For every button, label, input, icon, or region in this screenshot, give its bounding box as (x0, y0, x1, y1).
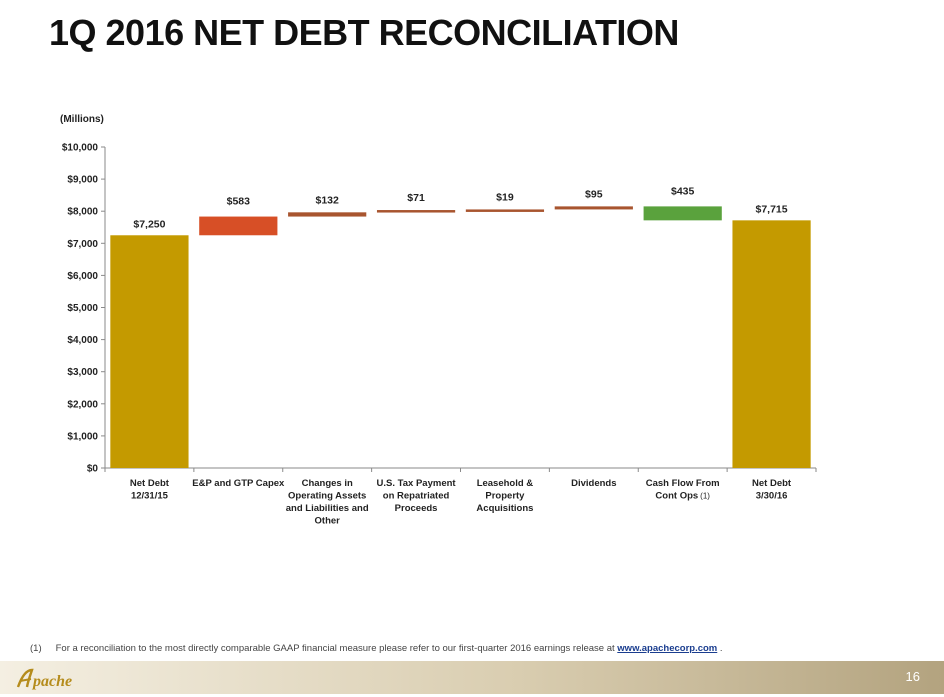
footnote-tail: . (719, 643, 723, 654)
footnote-ref: (1) (700, 492, 710, 501)
x-tick-label: and Liabilities and (286, 503, 369, 514)
y-tick-label: $0 (87, 464, 99, 475)
x-tick-label: 3/30/16 (756, 491, 788, 502)
x-tick-label: Net Debt (130, 478, 170, 489)
bars-group (110, 206, 811, 468)
x-tick-label: Proceeds (395, 503, 438, 514)
bar (288, 212, 367, 217)
x-tick-label: on Repatriated (383, 491, 450, 502)
x-tick-label: 12/31/15 (131, 491, 169, 502)
footnote-text: For a reconciliation to the most directl… (55, 643, 615, 654)
y-tick-label: $10,000 (62, 143, 99, 154)
unit-label: (Millions) (60, 114, 104, 125)
x-tick-label: Cash Flow From (646, 478, 720, 489)
y-tick-label: $6,000 (67, 271, 98, 282)
waterfall-chart: (Millions) $0 $1,000 $2,000 $3,000 $4,000 $5,… (60, 114, 817, 527)
bar (643, 206, 722, 221)
data-label: $583 (227, 196, 251, 208)
apachecorp-link[interactable]: www.apachecorp.com (617, 643, 718, 654)
footnote: (1) For a reconciliation to the most dire… (30, 643, 723, 654)
footnote-marker: (1) (30, 643, 42, 654)
bar (376, 210, 456, 213)
x-tick-label: E&P and GTP Capex (192, 478, 285, 489)
axes: $0 $1,000 $2,000 $3,000 $4,000 $5,000 $6,000 $7… (62, 143, 817, 475)
x-tick-label: Cont Ops (1) (655, 491, 710, 502)
x-tick-label: Acquisitions (476, 503, 533, 514)
bar (465, 209, 545, 212)
x-tick-label: Dividends (571, 478, 616, 489)
y-tick-label: $8,000 (67, 207, 98, 218)
x-tick-label: Leasehold & (477, 478, 534, 489)
x-tick-label: Net Debt (752, 478, 792, 489)
footer-bar: pache 16 (0, 661, 944, 694)
data-label: $7,715 (756, 203, 788, 215)
data-label: $71 (407, 192, 425, 204)
data-label: $132 (316, 194, 340, 206)
page-number: 16 (905, 669, 920, 684)
y-tick-label: $2,000 (67, 399, 98, 410)
y-tick-label: $7,000 (67, 239, 98, 250)
bar (554, 206, 633, 210)
y-tick-label: $1,000 (67, 431, 98, 442)
data-label: $435 (671, 185, 695, 197)
data-label: $7,250 (133, 218, 165, 230)
x-tick-label: Property (485, 491, 525, 502)
x-tick-label: U.S. Tax Payment (377, 478, 457, 489)
y-tick-label: $4,000 (67, 335, 98, 346)
x-tick-label: Changes in (302, 478, 353, 489)
bar (199, 216, 278, 236)
labels-group: $7,250 Net Debt 12/31/15 $583 E&P and GTP Ca… (130, 185, 792, 526)
y-tick-label: $9,000 (67, 175, 98, 186)
x-tick-label: Operating Assets (288, 491, 366, 502)
data-label: $95 (585, 188, 603, 200)
data-label: $19 (496, 191, 514, 203)
svg-text:pache: pache (31, 673, 72, 690)
y-tick-label: $3,000 (67, 367, 98, 378)
bar (732, 220, 811, 468)
apache-logo: pache (14, 667, 84, 697)
bar (110, 235, 189, 468)
slide-title: 1Q 2016 NET DEBT RECONCILIATION (49, 12, 679, 53)
y-tick-label: $5,000 (67, 303, 98, 314)
x-tick-label: Other (315, 516, 341, 527)
